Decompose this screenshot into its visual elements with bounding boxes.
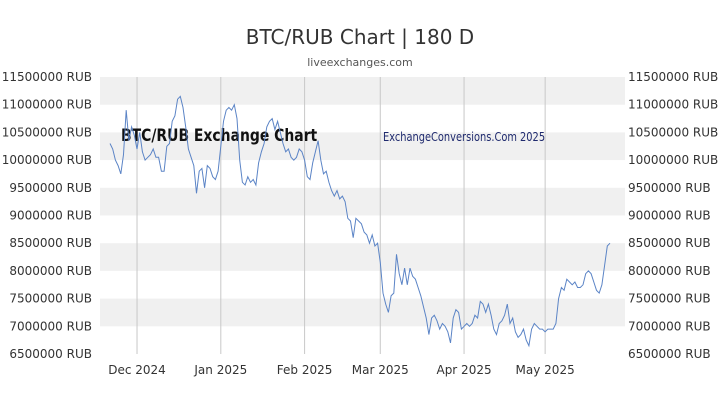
y-tick-label-right: 6500000 RUB [628,347,711,361]
chart-title: BTC/RUB Chart | 180 D [245,25,475,49]
y-tick-label-right: 9500000 RUB [628,181,711,195]
y-tick-label-right: 11500000 RUB [628,70,718,84]
y-tick-label-right: 11000000 RUB [628,98,718,112]
x-tick-label: Apr 2025 [436,363,491,377]
x-tick-label: Mar 2025 [352,363,409,377]
grid-band [100,77,625,105]
grid-band [100,243,625,271]
y-tick-label-right: 9000000 RUB [628,209,711,223]
y-tick-label-right: 10500000 RUB [628,125,718,139]
y-tick-label-left: 11500000 RUB [2,70,92,84]
x-axis: Dec 2024 Jan 2025 Feb 2025 Mar 2025 Apr 2025… [108,363,574,377]
x-tick-label: Jan 2025 [193,363,247,377]
y-tick-label-left: 10000000 RUB [2,153,92,167]
y-tick-label-left: 8000000 RUB [9,264,92,278]
y-tick-label-right: 7000000 RUB [628,319,711,333]
y-tick-label-left: 7500000 RUB [9,292,92,306]
y-tick-label-left: 9500000 RUB [9,181,92,195]
grid-band [100,132,625,161]
grid-bands [100,77,625,327]
y-tick-label-right: 7500000 RUB [628,292,711,306]
y-axis-right: 11500000 RUB 11000000 RUB 10500000 RUB 1000… [628,70,718,361]
y-tick-label-left: 8500000 RUB [9,236,92,250]
chart-subtitle: liveexchanges.com [307,56,413,69]
y-tick-label-right: 8500000 RUB [628,236,711,250]
y-tick-label-right: 10000000 RUB [628,153,718,167]
x-tick-label: May 2025 [516,363,575,377]
x-tick-label: Dec 2024 [108,363,166,377]
y-tick-label-left: 6500000 RUB [9,347,92,361]
y-tick-label-left: 7000000 RUB [9,319,92,333]
y-tick-label-left: 9000000 RUB [9,209,92,223]
vertical-gridlines [136,77,546,354]
x-tick-label: Feb 2025 [277,363,333,377]
y-tick-label-left: 10500000 RUB [2,125,92,139]
watermark-exchangeconversions: ExchangeConversions.Com 2025 [383,130,545,144]
y-tick-label-left: 11000000 RUB [2,98,92,112]
series-line [109,95,611,348]
grid-band [100,187,625,216]
y-tick-label-right: 8000000 RUB [628,264,711,278]
grid-band [100,298,625,327]
y-axis-left: 11500000 RUB 11000000 RUB 10500000 RUB 1000… [2,70,92,361]
watermark-exchange-chart: BTC/RUB Exchange Chart [121,126,318,146]
